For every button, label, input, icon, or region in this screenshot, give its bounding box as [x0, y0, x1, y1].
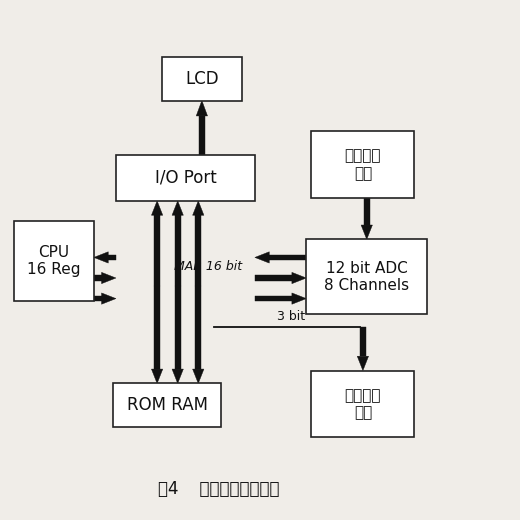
Text: 模拟信号
输人: 模拟信号 输人	[345, 149, 381, 181]
FancyBboxPatch shape	[14, 222, 94, 301]
Polygon shape	[292, 293, 306, 304]
Text: 3 bit: 3 bit	[277, 310, 305, 323]
Polygon shape	[269, 255, 306, 260]
Polygon shape	[255, 296, 292, 302]
Polygon shape	[196, 285, 201, 369]
Polygon shape	[192, 201, 204, 215]
FancyBboxPatch shape	[306, 239, 427, 314]
Polygon shape	[108, 255, 116, 260]
Text: 图4    主要硬件结构框图: 图4 主要硬件结构框图	[158, 480, 280, 498]
Polygon shape	[292, 272, 306, 284]
Polygon shape	[154, 215, 160, 285]
Polygon shape	[94, 275, 101, 281]
Polygon shape	[255, 275, 292, 281]
FancyBboxPatch shape	[311, 371, 414, 437]
Polygon shape	[154, 285, 160, 369]
Polygon shape	[94, 252, 108, 263]
Text: 数字信号
输出: 数字信号 输出	[345, 388, 381, 420]
Text: ROM RAM: ROM RAM	[127, 396, 208, 414]
Polygon shape	[360, 327, 366, 356]
Polygon shape	[175, 285, 180, 369]
Text: I/O Port: I/O Port	[154, 168, 216, 187]
Polygon shape	[172, 201, 184, 215]
Polygon shape	[364, 198, 370, 225]
Polygon shape	[357, 356, 369, 371]
Text: CPU
16 Reg: CPU 16 Reg	[27, 245, 81, 278]
Polygon shape	[151, 201, 163, 215]
Polygon shape	[199, 116, 205, 154]
Polygon shape	[172, 369, 184, 383]
Text: MAB 16 bit: MAB 16 bit	[175, 260, 243, 273]
FancyBboxPatch shape	[311, 132, 414, 198]
Polygon shape	[192, 369, 204, 383]
Polygon shape	[196, 100, 207, 116]
Polygon shape	[101, 272, 116, 284]
Polygon shape	[361, 225, 372, 239]
Polygon shape	[94, 296, 101, 302]
Polygon shape	[175, 215, 180, 285]
Text: 12 bit ADC
8 Channels: 12 bit ADC 8 Channels	[324, 261, 409, 293]
Polygon shape	[255, 252, 269, 263]
FancyBboxPatch shape	[116, 154, 255, 201]
FancyBboxPatch shape	[113, 383, 222, 427]
Polygon shape	[151, 369, 163, 383]
Polygon shape	[196, 215, 201, 285]
FancyBboxPatch shape	[162, 57, 242, 100]
Polygon shape	[101, 293, 116, 304]
Text: LCD: LCD	[185, 70, 219, 88]
